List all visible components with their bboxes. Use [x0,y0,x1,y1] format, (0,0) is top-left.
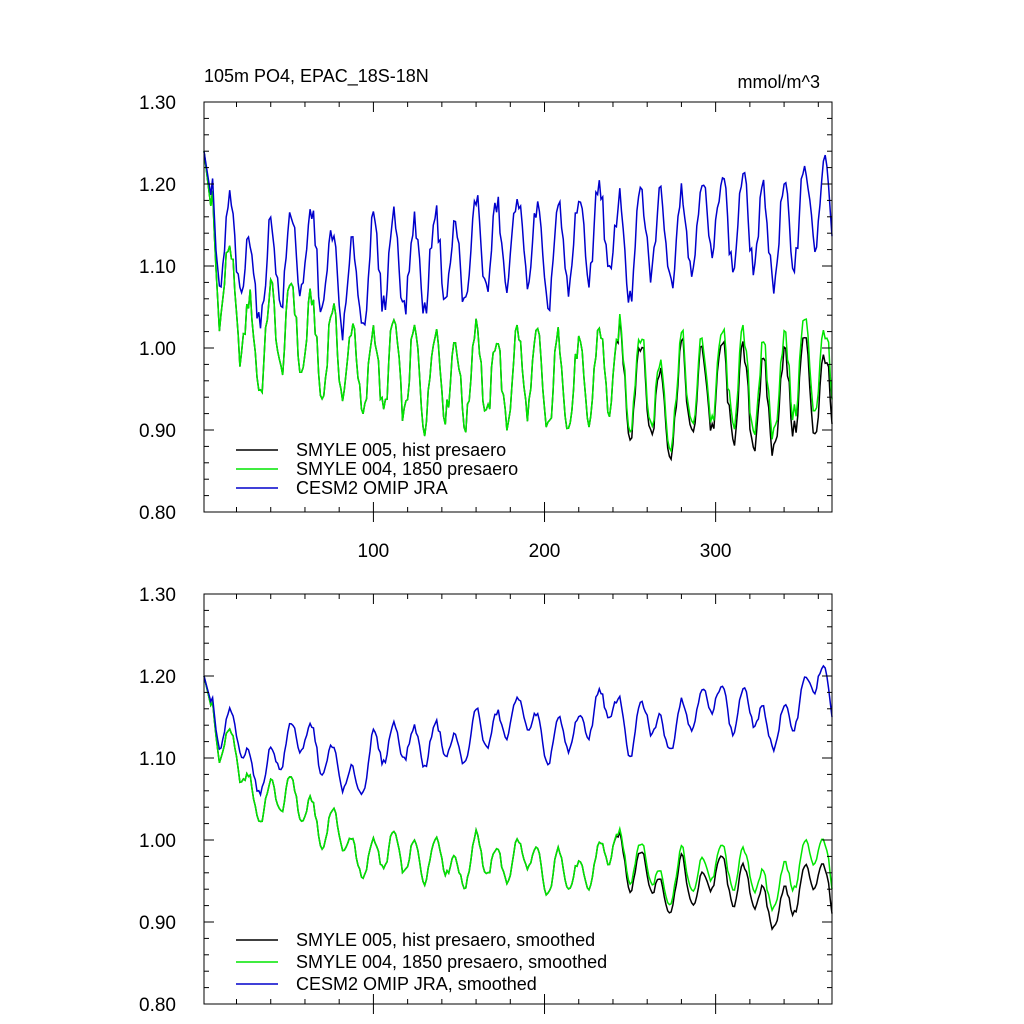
y-tick-label: 1.30 [139,93,176,114]
legend-label: SMYLE 005, hist presaero [296,440,506,460]
x-tick-label: 300 [700,541,732,562]
y-tick-label: 0.90 [139,421,176,442]
series-line [203,151,833,454]
top-panel-title: 105m PO4, EPAC_18S-18N [204,66,429,87]
y-tick-label: 1.20 [139,175,176,196]
series-line [203,151,833,341]
y-tick-label: 1.00 [139,339,176,360]
bottom-panel-legend: SMYLE 005, hist presaero, smoothedSMYLE … [236,930,607,994]
y-tick-label: 0.80 [139,503,176,524]
y-tick-label: 1.00 [139,831,176,852]
y-tick-label: 1.10 [139,257,176,278]
top-panel-units: mmol/m^3 [738,72,820,92]
bottom-panel-frame [203,593,833,1005]
y-tick-label: 1.10 [139,749,176,770]
y-tick-label: 1.30 [139,585,176,606]
top-panel-ticks: 0.80 0.90 1.00 1.10 1.20 1.30 100 200 300 [139,93,832,562]
legend-label: SMYLE 004, 1850 presaero, smoothed [296,952,607,972]
top-panel: 0.80 0.90 1.00 1.10 1.20 1.30 100 200 300 105m P… [139,66,833,562]
y-tick-label: 0.80 [139,995,176,1016]
legend-label: SMYLE 005, hist presaero, smoothed [296,930,595,950]
y-tick-label: 0.90 [139,913,176,934]
series-line [203,675,833,913]
top-panel-frame [203,101,833,513]
legend-label: CESM2 OMIP JRA, smoothed [296,974,537,994]
bottom-panel-ticks: 0.80 0.90 1.00 1.10 1.20 1.30 [139,585,832,1016]
x-tick-label: 100 [358,541,390,562]
legend-label: SMYLE 004, 1850 presaero [296,459,518,479]
top-panel-series [203,151,833,462]
legend-label: CESM2 OMIP JRA [296,478,448,498]
y-tick-label: 1.20 [139,667,176,688]
x-tick-label: 200 [529,541,561,562]
bottom-panel: 0.80 0.90 1.00 1.10 1.20 1.30 SMYLE 005, hist… [139,585,833,1016]
series-line [203,664,833,798]
bottom-panel-series [203,664,833,931]
